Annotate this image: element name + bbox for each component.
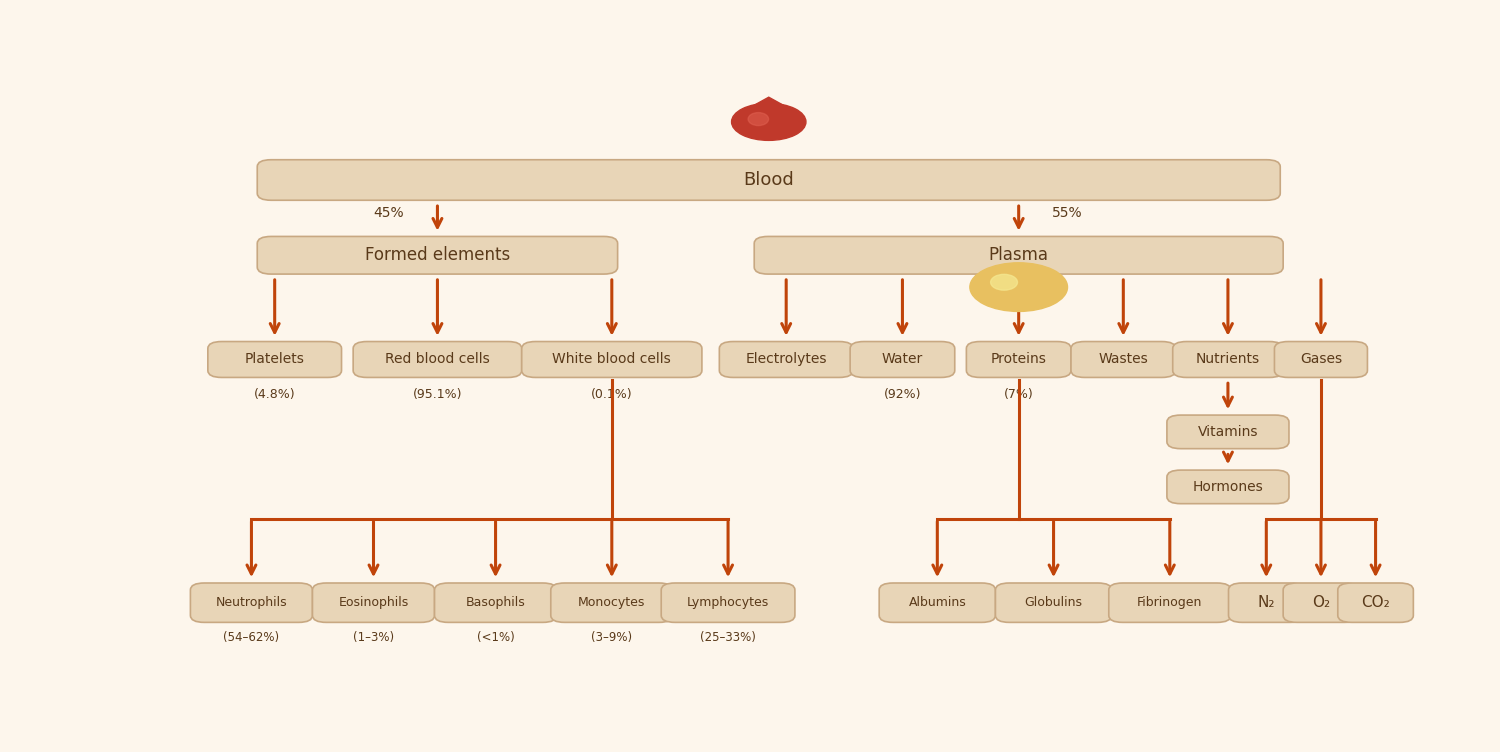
Text: Basophils: Basophils [465,596,525,609]
FancyBboxPatch shape [258,159,1280,200]
FancyBboxPatch shape [879,583,996,623]
Text: 55%: 55% [1052,206,1083,220]
FancyBboxPatch shape [996,583,1112,623]
FancyBboxPatch shape [1071,341,1176,378]
Ellipse shape [990,274,1017,290]
Text: (54–62%): (54–62%) [224,631,279,644]
Text: (4.8%): (4.8%) [254,388,296,401]
FancyBboxPatch shape [1275,341,1368,378]
Text: O₂: O₂ [1312,595,1330,610]
FancyBboxPatch shape [1173,341,1282,378]
FancyBboxPatch shape [1338,583,1413,623]
FancyBboxPatch shape [966,341,1071,378]
Text: Neutrophils: Neutrophils [216,596,288,609]
Circle shape [732,103,806,141]
Text: CO₂: CO₂ [1360,595,1390,610]
FancyBboxPatch shape [200,105,1338,663]
FancyBboxPatch shape [720,341,854,378]
Text: (95.1%): (95.1%) [413,388,462,401]
Text: (<1%): (<1%) [477,631,514,644]
Text: Electrolytes: Electrolytes [746,353,827,366]
Text: Red blood cells: Red blood cells [386,353,490,366]
FancyBboxPatch shape [754,236,1282,274]
FancyBboxPatch shape [1228,583,1304,623]
Polygon shape [741,97,796,113]
FancyBboxPatch shape [312,583,435,623]
Text: Eosinophils: Eosinophils [339,596,408,609]
FancyBboxPatch shape [435,583,556,623]
FancyBboxPatch shape [522,341,702,378]
Text: (7%): (7%) [1004,388,1034,401]
Text: Hormones: Hormones [1192,480,1263,494]
FancyBboxPatch shape [352,341,522,378]
Text: Monocytes: Monocytes [578,596,645,609]
FancyBboxPatch shape [1282,583,1359,623]
Text: Blood: Blood [744,171,794,189]
Text: Wastes: Wastes [1098,353,1148,366]
Text: Water: Water [882,353,922,366]
Text: White blood cells: White blood cells [552,353,670,366]
Text: N₂: N₂ [1257,595,1275,610]
Text: Albumins: Albumins [909,596,966,609]
Text: Fibrinogen: Fibrinogen [1137,596,1203,609]
Text: 45%: 45% [374,206,404,220]
Text: Proteins: Proteins [990,353,1047,366]
Text: Formed elements: Formed elements [364,246,510,264]
Text: Nutrients: Nutrients [1196,353,1260,366]
Text: (25–33%): (25–33%) [700,631,756,644]
Text: (0.1%): (0.1%) [591,388,633,401]
FancyBboxPatch shape [1167,470,1288,504]
Text: (1–3%): (1–3%) [352,631,395,644]
FancyBboxPatch shape [1167,415,1288,449]
FancyBboxPatch shape [550,583,674,623]
FancyBboxPatch shape [258,236,618,274]
Text: Platelets: Platelets [244,353,304,366]
Circle shape [970,262,1068,311]
Text: (92%): (92%) [884,388,921,401]
FancyBboxPatch shape [662,583,795,623]
FancyBboxPatch shape [1108,583,1232,623]
Text: Plasma: Plasma [988,246,1048,264]
Text: (3–9%): (3–9%) [591,631,633,644]
Text: Vitamins: Vitamins [1197,425,1258,439]
FancyBboxPatch shape [209,341,342,378]
FancyBboxPatch shape [190,583,312,623]
Text: Lymphocytes: Lymphocytes [687,596,770,609]
Ellipse shape [748,113,768,126]
FancyBboxPatch shape [850,341,954,378]
Text: Gases: Gases [1300,353,1342,366]
Text: Globulins: Globulins [1024,596,1083,609]
